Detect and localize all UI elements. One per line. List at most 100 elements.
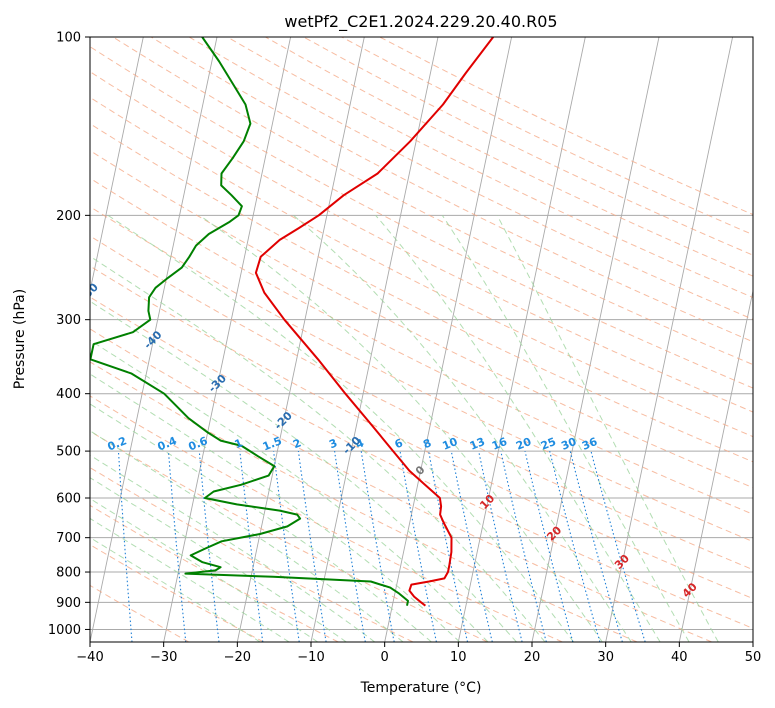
- mixing-ratio-label: 20: [514, 435, 533, 453]
- dry-adiabat-line: [90, 96, 753, 438]
- moist-adiabat-line: [90, 430, 404, 642]
- dry-adiabat-line: [90, 235, 753, 571]
- mixing-ratio-label: 8: [421, 436, 433, 451]
- dry-adiabat-line: [90, 328, 712, 642]
- isotherm-line: [90, 37, 144, 294]
- y-axis: 100 200 300 400 500 600 700 800 900 1000: [48, 31, 90, 638]
- isotherm-line: [163, 37, 292, 642]
- x-axis: −40 −30 −20 −10 0 10 20 30 40 50: [76, 642, 761, 665]
- dry-adiabat-line: [90, 177, 753, 515]
- y-tick-label: 1000: [48, 623, 81, 638]
- isotherm-label-red: 10: [477, 492, 497, 512]
- mixing-ratio-line: [334, 451, 366, 642]
- dry-adiabat-line: [90, 395, 563, 642]
- dry-adiabat-line: [90, 467, 414, 642]
- dry-adiabat-line: [379, 37, 753, 216]
- moist-adiabat-line: [90, 498, 319, 642]
- isotherm-line: [457, 37, 586, 642]
- moist-adiabat-line: [441, 215, 690, 642]
- x-tick-label: 0: [381, 650, 389, 665]
- moist-adiabat-line: [293, 214, 632, 642]
- dry-adiabat-line: [90, 584, 190, 642]
- dry-adiabat-line: [90, 430, 488, 642]
- mixing-ratio-line: [549, 450, 601, 642]
- x-tick-label: 50: [745, 650, 762, 665]
- moist-adiabat-line: [199, 214, 603, 642]
- isotherm-line: [0, 37, 70, 642]
- mixing-ratio-line: [590, 450, 646, 642]
- x-tick-label: −40: [76, 650, 103, 665]
- y-tick-label: 200: [56, 209, 81, 224]
- mixing-ratio-label: 10: [440, 435, 459, 453]
- y-tick-label: 600: [56, 492, 81, 507]
- mixing-ratio-line: [167, 451, 187, 642]
- moist-adiabat-line: [90, 255, 546, 642]
- dry-adiabat-line: [112, 37, 753, 366]
- dry-adiabat-line: [150, 37, 753, 343]
- isotherm-line: [90, 37, 218, 642]
- y-axis-label: Pressure (hPa): [12, 289, 28, 389]
- moist-adiabat-line: [90, 536, 261, 642]
- dewpoint-profile-line: [90, 37, 409, 606]
- mixing-ratio-line: [360, 451, 395, 642]
- mixing-ratio-line: [198, 451, 220, 642]
- mixing-ratio-line: [428, 450, 469, 642]
- x-tick-label: −10: [297, 650, 324, 665]
- dry-adiabat-line: [188, 37, 753, 320]
- y-tick-label: 900: [56, 596, 81, 611]
- mixing-ratio-line: [524, 450, 574, 642]
- dry-adiabat-line: [90, 46, 753, 389]
- x-tick-label: 30: [597, 650, 614, 665]
- x-tick-label: 20: [524, 650, 541, 665]
- mixing-ratio-label: 3: [327, 436, 339, 451]
- moist-adiabat-line: [90, 339, 489, 642]
- isotherm-label: -60: [15, 229, 38, 252]
- moist-adiabat-line: [90, 477, 347, 642]
- mixing-ratio-label: 36: [580, 435, 599, 453]
- plot-background-lines: [0, 37, 753, 642]
- isotherm-label-red: 40: [680, 580, 700, 600]
- plot-series: [90, 37, 494, 607]
- isotherm-label: -40: [141, 328, 164, 351]
- mixing-ratio-line: [297, 451, 327, 642]
- plot-isopleth-labels: 0.10.20.40.611.52346810131620253036-100-…: [15, 229, 700, 600]
- x-tick-label: −20: [224, 650, 251, 665]
- isotherm-line: [752, 639, 753, 642]
- moist-adiabat-line: [90, 517, 290, 642]
- isotherm-label: -30: [206, 372, 229, 395]
- mixing-ratio-line: [399, 451, 437, 642]
- isotherm-label-red: 30: [612, 552, 632, 572]
- dry-adiabat-line: [90, 123, 753, 463]
- mixing-ratio-line: [478, 450, 523, 642]
- dry-adiabat-line: [90, 265, 753, 600]
- mixing-ratio-line: [569, 450, 623, 642]
- moist-adiabat-line: [107, 214, 574, 642]
- y-tick-label: 800: [56, 566, 81, 581]
- x-tick-label: 10: [450, 650, 467, 665]
- mixing-ratio-label: 2: [291, 436, 303, 451]
- dry-adiabat-line: [90, 296, 753, 629]
- isotherm-line: [531, 37, 660, 642]
- mixing-ratio-line: [500, 450, 547, 642]
- moist-adiabat-line: [496, 215, 719, 642]
- x-tick-label: 40: [671, 650, 688, 665]
- mixing-ratio-label: 16: [490, 435, 509, 453]
- dry-adiabat-line: [227, 37, 753, 299]
- y-tick-label: 300: [56, 313, 81, 328]
- isotherm-line: [678, 288, 753, 642]
- dry-adiabat-line: [90, 504, 339, 642]
- moist-adiabat-line: [90, 403, 432, 642]
- x-tick-label: −30: [150, 650, 177, 665]
- mixing-ratio-label: 25: [539, 435, 558, 453]
- isotherm-line: [605, 37, 734, 642]
- moist-adiabat-line: [90, 373, 461, 642]
- mixing-ratio-label: 1: [233, 436, 245, 451]
- y-tick-label: 700: [56, 531, 81, 546]
- y-tick-label: 400: [56, 387, 81, 402]
- mixing-ratio-label: 13: [468, 435, 487, 453]
- plot-frame: [89, 36, 754, 643]
- mixing-ratio-line: [239, 451, 264, 642]
- dry-adiabat-line: [90, 149, 753, 489]
- mixing-ratio-line: [72, 451, 82, 642]
